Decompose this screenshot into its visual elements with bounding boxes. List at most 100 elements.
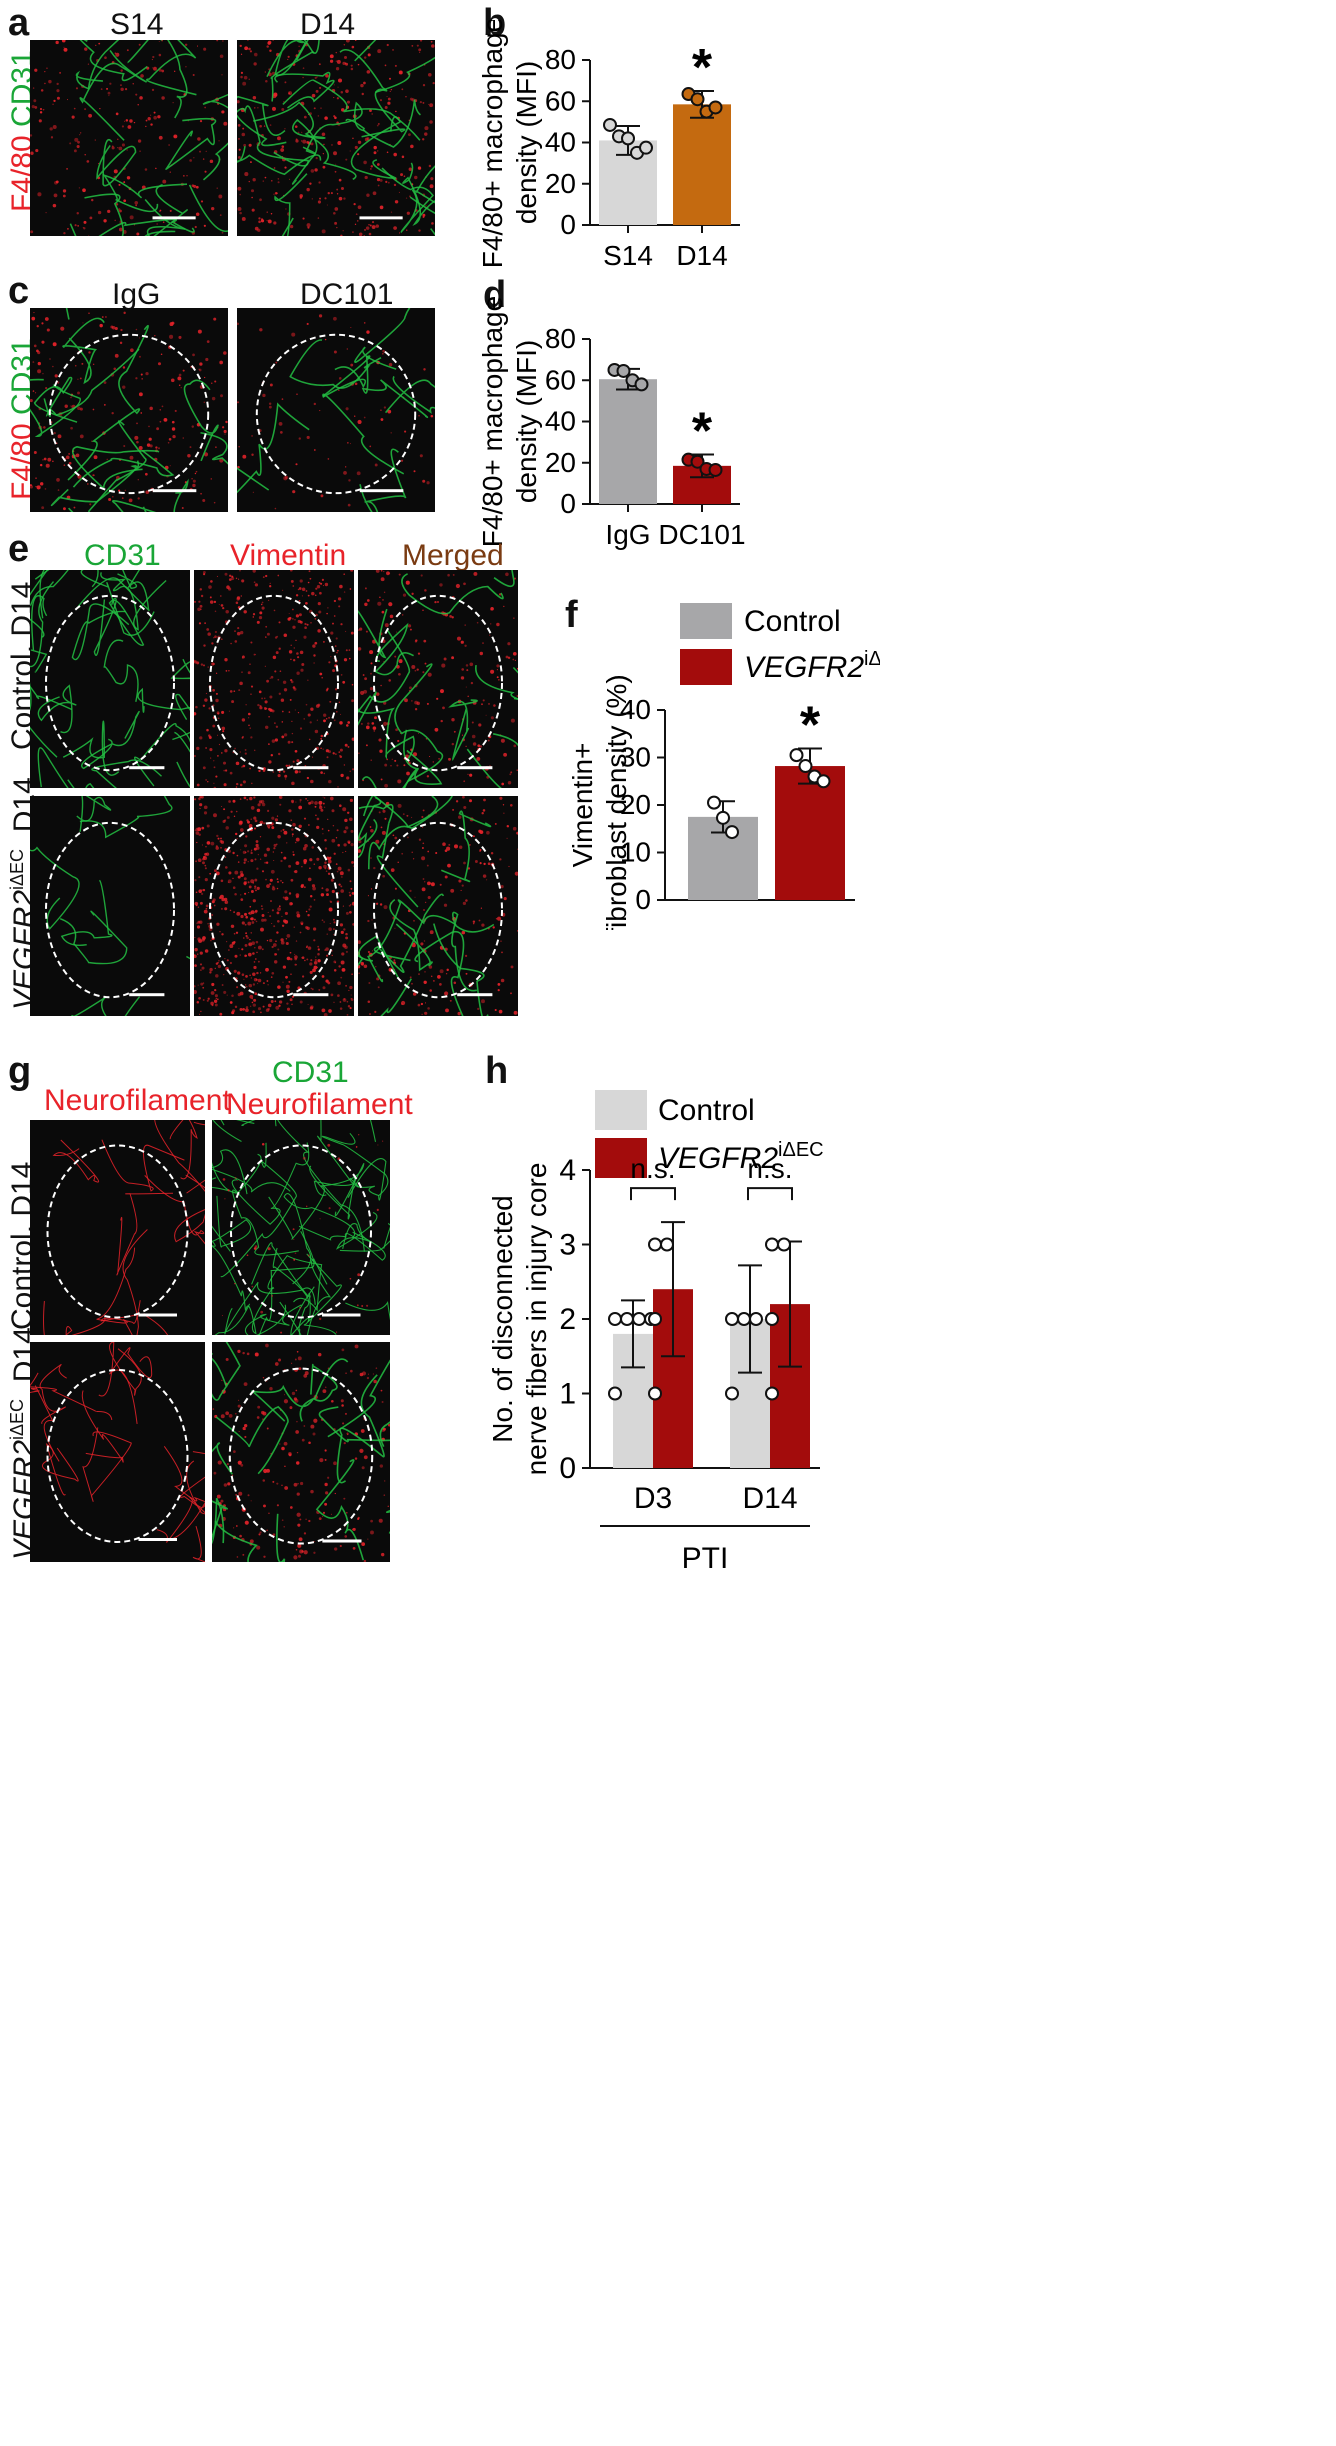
data-point bbox=[620, 1312, 634, 1326]
data-point bbox=[716, 810, 730, 825]
legend-label: Control bbox=[658, 1094, 755, 1127]
legend-swatch bbox=[595, 1138, 647, 1178]
significance-bracket bbox=[747, 1187, 793, 1201]
data-point bbox=[648, 1386, 662, 1401]
panel-e-col3-label: Merged bbox=[402, 539, 504, 572]
micrograph-g-ko-merged bbox=[212, 1342, 390, 1562]
y-tick-label: 20 bbox=[545, 168, 576, 199]
data-point bbox=[608, 1312, 622, 1326]
panel-letter-e: e bbox=[8, 528, 30, 570]
chart-h: 0 1 2 3 4No. of disconnected nerve fibers in … bbox=[487, 1090, 824, 1575]
y-tick-label: 40 bbox=[545, 406, 576, 437]
data-point bbox=[737, 1312, 751, 1326]
data-point bbox=[707, 795, 721, 810]
data-point bbox=[765, 1312, 779, 1326]
y-tick-label: 40 bbox=[545, 127, 576, 158]
legend-label: VEGFR2iΔEC bbox=[658, 1139, 824, 1175]
significance-bracket bbox=[630, 1187, 676, 1201]
micrograph-e-ko-cd31 bbox=[30, 796, 190, 1016]
panel-letter-b: b bbox=[483, 2, 507, 44]
significance-label: n.s. bbox=[630, 1153, 675, 1184]
micrograph-e-ctrl-vim bbox=[194, 570, 354, 788]
y-tick-label: 20 bbox=[545, 447, 576, 478]
data-point bbox=[708, 100, 723, 115]
x-tick-label: DC101 bbox=[658, 519, 745, 550]
data-point bbox=[765, 1386, 779, 1401]
data-point bbox=[798, 759, 813, 774]
data-point bbox=[608, 1386, 622, 1401]
data-point bbox=[616, 363, 631, 378]
data-point bbox=[632, 1312, 646, 1326]
bar-D14 bbox=[673, 104, 731, 225]
data-point bbox=[648, 1237, 662, 1252]
panel-g-col2-label-line1: CD31 bbox=[272, 1056, 349, 1089]
bar-IgG bbox=[599, 379, 657, 504]
legend-swatch bbox=[680, 649, 732, 685]
panel-letter-c: c bbox=[8, 270, 30, 312]
micrograph-a-s14 bbox=[30, 40, 228, 236]
y-tick-label: 0 bbox=[560, 488, 576, 519]
legend-swatch bbox=[680, 603, 732, 639]
panel-letter-d: d bbox=[483, 274, 507, 316]
data-point bbox=[816, 774, 831, 789]
data-point bbox=[749, 1312, 763, 1326]
data-point bbox=[725, 825, 739, 840]
panel-g-col2-label-line2: Neurofilament bbox=[226, 1088, 413, 1121]
y-tick-label: 2 bbox=[559, 1303, 576, 1336]
micrograph-c-dc101 bbox=[237, 308, 435, 512]
data-point bbox=[765, 1237, 779, 1252]
y-tick-label: 4 bbox=[559, 1154, 576, 1187]
significance-star: * bbox=[692, 39, 713, 97]
y-tick-label: 80 bbox=[545, 44, 576, 75]
significance-star: * bbox=[692, 403, 713, 461]
panel-a-col2-label: D14 bbox=[300, 8, 356, 41]
data-point bbox=[690, 92, 705, 107]
panel-c-col1-label: IgG bbox=[112, 278, 161, 311]
legend-swatch bbox=[595, 1090, 647, 1130]
micrograph-e-ctrl-cd31 bbox=[30, 570, 190, 788]
y-tick-label: 60 bbox=[545, 85, 576, 116]
x-group-label: D14 bbox=[742, 1482, 797, 1515]
x-tick-label: S14 bbox=[603, 240, 653, 271]
data-point bbox=[725, 1386, 739, 1401]
legend-label: Control bbox=[744, 605, 841, 638]
micrograph-e-ctrl-merged bbox=[358, 570, 518, 788]
significance-star: * bbox=[800, 696, 821, 754]
data-point bbox=[660, 1237, 674, 1252]
y-tick-label: 30 bbox=[620, 742, 651, 773]
x-tick-label: IgG bbox=[605, 519, 650, 550]
bar-1 bbox=[775, 766, 845, 900]
y-tick-label: 40 bbox=[620, 694, 651, 725]
y-axis-label: No. of disconnected nerve fibers in injur… bbox=[487, 1163, 552, 1476]
y-axis-label: F4/80+ macrophage density (MFI) bbox=[477, 296, 542, 547]
data-point bbox=[789, 748, 804, 763]
panel-a-col1-label: S14 bbox=[110, 8, 164, 41]
micrograph-g-ko-nf bbox=[30, 1342, 205, 1562]
panel-letter-g: g bbox=[8, 1050, 32, 1092]
data-point bbox=[648, 1312, 662, 1326]
data-point bbox=[708, 462, 723, 477]
panel-letter-f: f bbox=[565, 594, 578, 636]
y-tick-label: 1 bbox=[559, 1378, 576, 1411]
micrograph-g-ctrl-nf bbox=[30, 1120, 205, 1335]
y-tick-label: 3 bbox=[559, 1229, 576, 1262]
y-tick-label: 60 bbox=[545, 364, 576, 395]
data-point bbox=[621, 131, 635, 146]
y-tick-label: 80 bbox=[545, 323, 576, 354]
data-point bbox=[603, 117, 617, 132]
x-group-label: D3 bbox=[634, 1482, 672, 1515]
data-point bbox=[634, 377, 649, 392]
panel-letter-h: h bbox=[485, 1050, 509, 1092]
panel-g-col1-label: Neurofilament bbox=[44, 1084, 231, 1117]
y-tick-label: 10 bbox=[620, 837, 651, 868]
y-tick-label: 0 bbox=[560, 209, 576, 240]
y-tick-label: 0 bbox=[635, 884, 651, 915]
x-tick-label: D14 bbox=[676, 240, 727, 271]
micrograph-e-ko-vim bbox=[194, 796, 354, 1016]
micrograph-c-igg bbox=[30, 308, 228, 512]
micrograph-e-ko-merged bbox=[358, 796, 518, 1016]
legend-label: VEGFR2iΔEC bbox=[744, 648, 880, 684]
data-point bbox=[725, 1312, 739, 1326]
data-point bbox=[777, 1237, 791, 1252]
y-tick-label: 20 bbox=[620, 789, 651, 820]
